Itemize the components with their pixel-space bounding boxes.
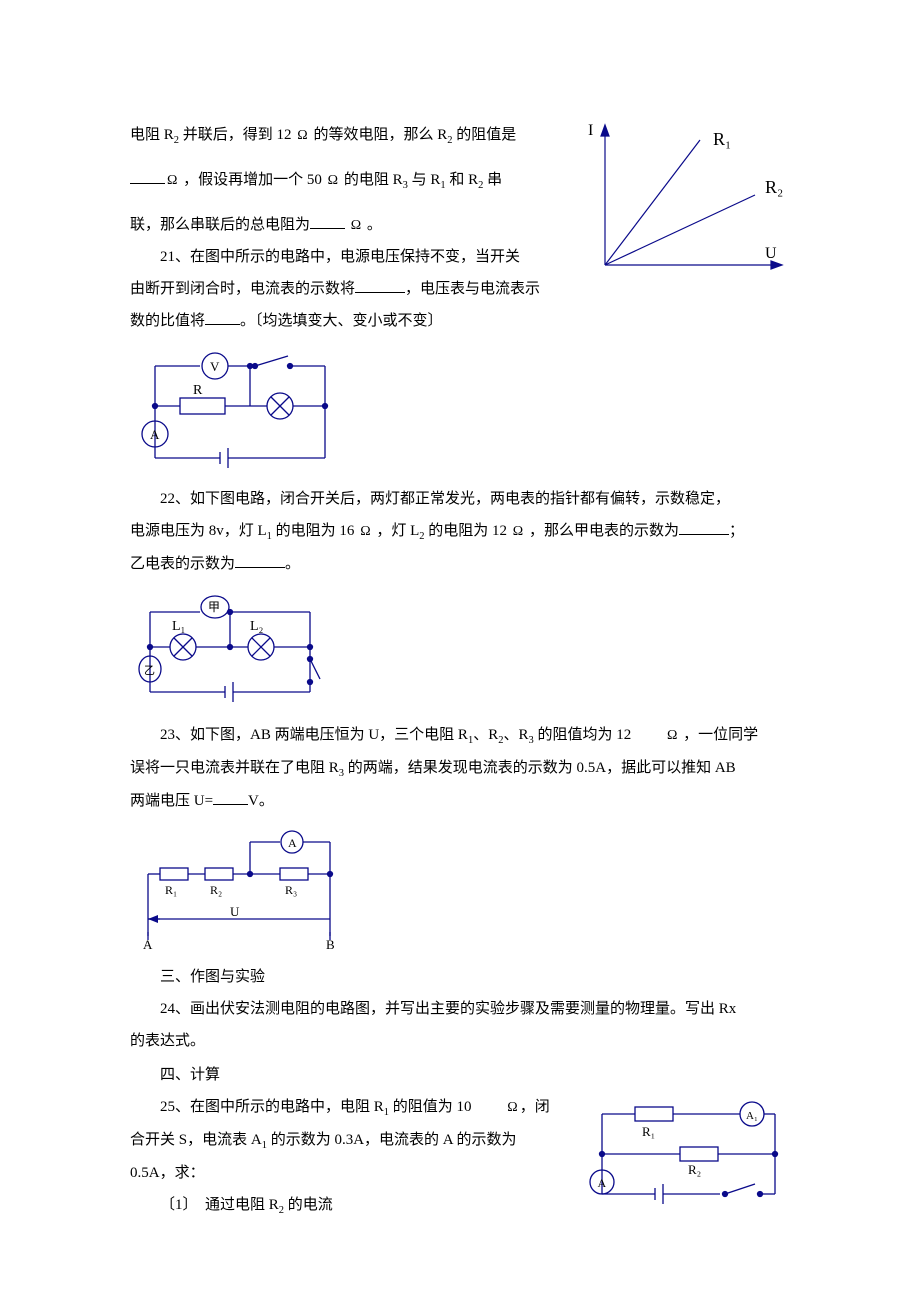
svg-text:A: A bbox=[288, 836, 297, 850]
svg-text:U: U bbox=[230, 904, 240, 919]
circuit-q22: 甲 L₁ L₂ 乙 bbox=[130, 587, 790, 712]
circuit-q23: A R₁ R₂ R₃ U A B bbox=[130, 824, 790, 954]
svg-text:A: A bbox=[143, 937, 153, 952]
svg-text:R₂: R₂ bbox=[210, 883, 222, 897]
circuit-q21: V R A bbox=[130, 346, 790, 476]
q23-line2: 误将一只电流表并联在了电阻 R3 的两端，结果发现电流表的示数为 0.5A，据此… bbox=[130, 753, 790, 784]
svg-text:L₁: L₁ bbox=[172, 619, 185, 634]
q25-line2: 合开关 S，电流表 A1 的示数为 0.3A，电流表的 A 的示数为 bbox=[130, 1125, 570, 1156]
svg-text:A₁: A₁ bbox=[746, 1110, 758, 1122]
svg-text:R₁: R₁ bbox=[642, 1124, 655, 1139]
blank bbox=[679, 517, 729, 535]
svg-text:R₂: R₂ bbox=[688, 1162, 701, 1177]
q21-line3: 数的比值将。〔均选填变大、变小或不变〕 bbox=[130, 306, 570, 336]
svg-text:A: A bbox=[598, 1176, 607, 1190]
graph-iv-curve: I R₁ R₂ U bbox=[580, 120, 790, 275]
svg-text:L₂: L₂ bbox=[250, 619, 264, 634]
svg-text:R₃: R₃ bbox=[285, 883, 297, 897]
svg-text:A: A bbox=[150, 427, 160, 442]
q22-line3: 乙电表的示数为。 bbox=[130, 549, 790, 579]
svg-text:甲: 甲 bbox=[208, 600, 220, 614]
blank bbox=[355, 275, 405, 293]
q22-line1: 22、如下图电路，闭合开关后，两灯都正常发光，两电表的指针都有偏转，示数稳定， bbox=[130, 484, 790, 514]
svg-text:I: I bbox=[588, 122, 593, 139]
svg-text:V: V bbox=[210, 359, 220, 374]
omega-icon: Ω bbox=[511, 518, 525, 546]
q20-line3: 联，那么串联后的总电阻为 Ω 。 bbox=[130, 210, 570, 240]
svg-text:R₁: R₁ bbox=[165, 883, 177, 897]
blank bbox=[130, 166, 165, 184]
q24-line1: 24、画出伏安法测电阻的电路图，并写出主要的实验步骤及需要测量的物理量。写出 R… bbox=[130, 994, 790, 1024]
omega-icon: Ω bbox=[358, 518, 372, 546]
svg-text:乙: 乙 bbox=[144, 664, 155, 677]
q24-line2: 的表达式。 bbox=[130, 1026, 790, 1056]
omega-icon: Ω bbox=[326, 167, 340, 195]
q23-line1: 23、如下图，AB 两端电压恒为 U，三个电阻 R1、R2、R3 的阻值均为 1… bbox=[130, 720, 790, 751]
svg-text:B: B bbox=[326, 937, 335, 952]
q23-line3: 两端电压 U=V。 bbox=[130, 786, 790, 816]
q20-line1: 电阻 R2 并联后，得到 12 Ω 的等效电阻，那么 R2 的阻值是 bbox=[130, 120, 570, 151]
blank bbox=[213, 787, 248, 805]
q22-line2: 电源电压为 8v，灯 L1 的电阻为 16 Ω ，灯 L2 的电阻为 12 Ω … bbox=[130, 516, 790, 547]
q25-line4: 〔1〕 通过电阻 R2 的电流 bbox=[130, 1190, 570, 1221]
svg-text:R₂: R₂ bbox=[765, 177, 783, 197]
omega-icon: Ω bbox=[349, 212, 363, 240]
omega-icon: Ω bbox=[475, 1094, 519, 1122]
q25-line1: 25、在图中所示的电路中，电阻 R1 的阻值为 10 Ω，闭 bbox=[130, 1092, 570, 1123]
section-4-title: 四、计算 bbox=[130, 1060, 790, 1090]
q21-line1: 21、在图中所示的电路中，电源电压保持不变，当开关 bbox=[130, 242, 570, 272]
omega-icon: Ω bbox=[635, 722, 679, 750]
blank bbox=[235, 550, 285, 568]
blank bbox=[205, 307, 240, 325]
circuit-q25: A₁ R₁ R₂ A bbox=[580, 1094, 790, 1214]
blank bbox=[310, 211, 345, 229]
svg-text:U: U bbox=[765, 245, 777, 262]
omega-icon: Ω bbox=[295, 122, 309, 150]
section-3-title: 三、作图与实验 bbox=[130, 962, 790, 992]
q25-line3: 0.5A，求： bbox=[130, 1158, 570, 1188]
svg-text:R₁: R₁ bbox=[713, 129, 731, 149]
svg-text:R: R bbox=[193, 383, 203, 398]
omega-icon: Ω bbox=[165, 167, 179, 195]
q21-line2: 由断开到闭合时，电流表的示数将，电压表与电流表示 bbox=[130, 274, 570, 304]
q20-line2: Ω ，假设再增加一个 50 Ω 的电阻 R3 与 R1 和 R2 串 bbox=[130, 165, 570, 196]
